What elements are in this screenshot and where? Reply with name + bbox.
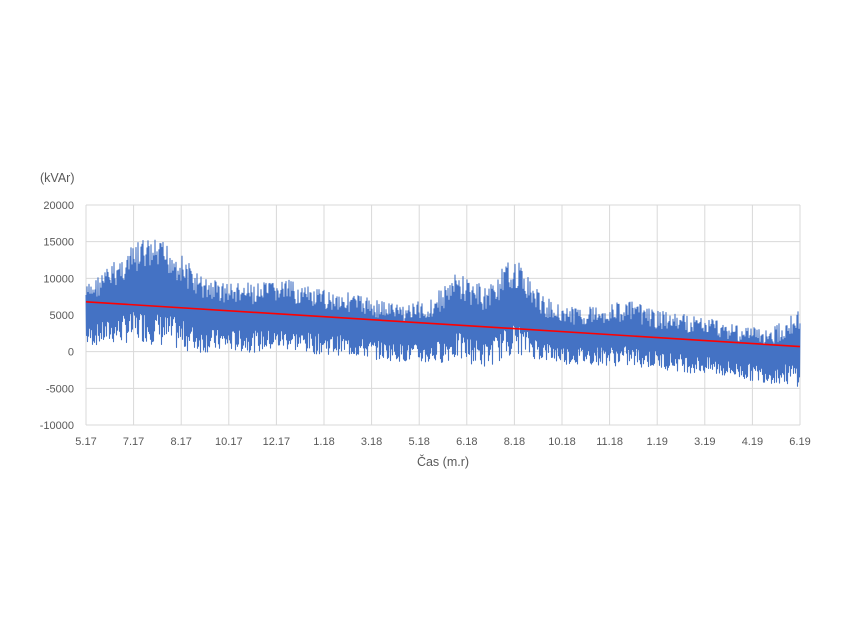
y-tick-label: 10000: [43, 273, 74, 285]
x-tick-labels: 5.17 7.17 8.17 10.17 12.17 1.18 3.18 5.18 6.18 8.…: [75, 436, 810, 448]
x-tick-label: 6.18: [456, 436, 477, 448]
x-tick-label: 8.18: [504, 436, 525, 448]
x-tick-label: 11.18: [596, 436, 623, 448]
x-tick-label: 1.19: [646, 436, 667, 448]
trend-line-segment: [85, 301, 801, 348]
y-tick-label: 20000: [43, 200, 74, 212]
x-tick-label: 1.18: [313, 436, 334, 448]
x-tick-label: 7.17: [123, 436, 144, 448]
x-tick-label: 3.18: [361, 436, 382, 448]
y-tick-label: 15000: [43, 237, 74, 249]
y-tick-label: -5000: [46, 383, 74, 395]
x-tick-label: 10.18: [548, 436, 576, 448]
series-band: [85, 239, 801, 387]
y-tick-label: 5000: [50, 310, 74, 322]
x-axis-label: Čas (m.r): [417, 454, 469, 469]
x-tick-label: 12.17: [263, 436, 291, 448]
x-tick-label: 4.19: [742, 436, 763, 448]
x-tick-label: 10.17: [215, 436, 243, 448]
x-tick-label: 5.18: [408, 436, 429, 448]
x-tick-label: 6.19: [789, 436, 810, 448]
trend-line: [85, 301, 801, 348]
x-tick-label: 5.17: [75, 436, 96, 448]
x-tick-label: 8.17: [170, 436, 191, 448]
series-line: [85, 239, 801, 387]
x-tick-label: 3.19: [694, 436, 715, 448]
y-tick-labels: -10000 -5000 0 5000 10000 15000 20000: [40, 200, 74, 432]
y-axis-label: (kVAr): [40, 171, 75, 185]
y-tick-label: 0: [68, 347, 74, 359]
y-tick-label: -10000: [40, 420, 74, 432]
